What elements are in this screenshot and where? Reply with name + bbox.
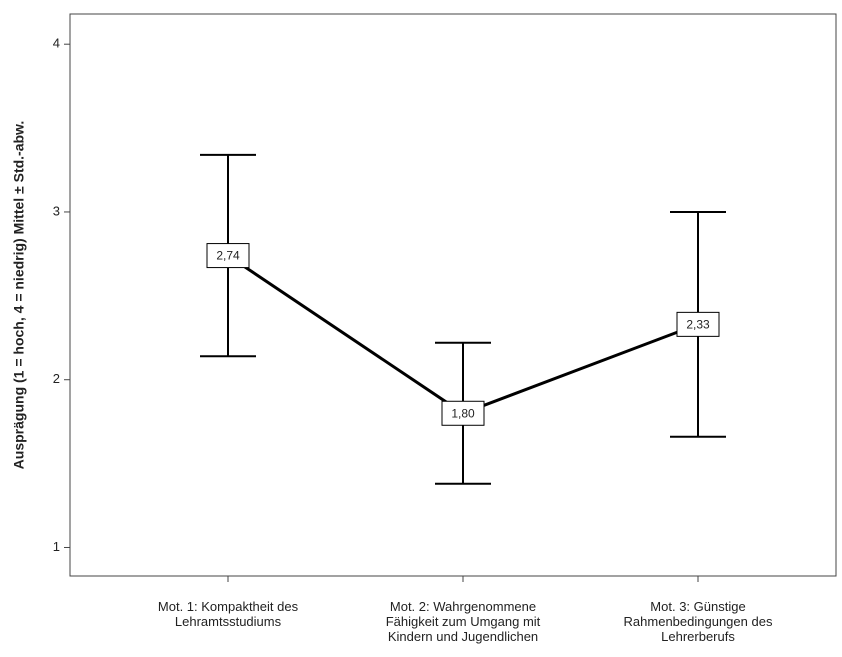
y-tick-label: 2 — [53, 371, 60, 386]
y-tick-label: 4 — [53, 36, 60, 51]
y-tick-label: 3 — [53, 203, 60, 218]
y-axis-label: Ausprägung (1 = hoch, 4 = niedrig) Mitte… — [11, 121, 27, 470]
value-label-box — [676, 311, 720, 337]
value-label: 1,80 — [451, 406, 475, 420]
x-tick-label: Mot. 1: Kompaktheit des Lehramtsstudiums — [158, 599, 299, 629]
plot-frame — [69, 13, 837, 577]
x-tick-label: Mot. 2: Wahrgenommene Fähigkeit zum Umgan… — [386, 599, 541, 644]
value-label: 2,33 — [686, 318, 710, 332]
value-label-box — [206, 243, 250, 269]
y-tick-label: 1 — [53, 539, 60, 554]
value-label: 2,74 — [216, 249, 240, 263]
x-tick-label: Mot. 3: Günstige Rahmenbedingungen des Leh… — [624, 599, 773, 644]
value-label-box — [441, 400, 485, 426]
